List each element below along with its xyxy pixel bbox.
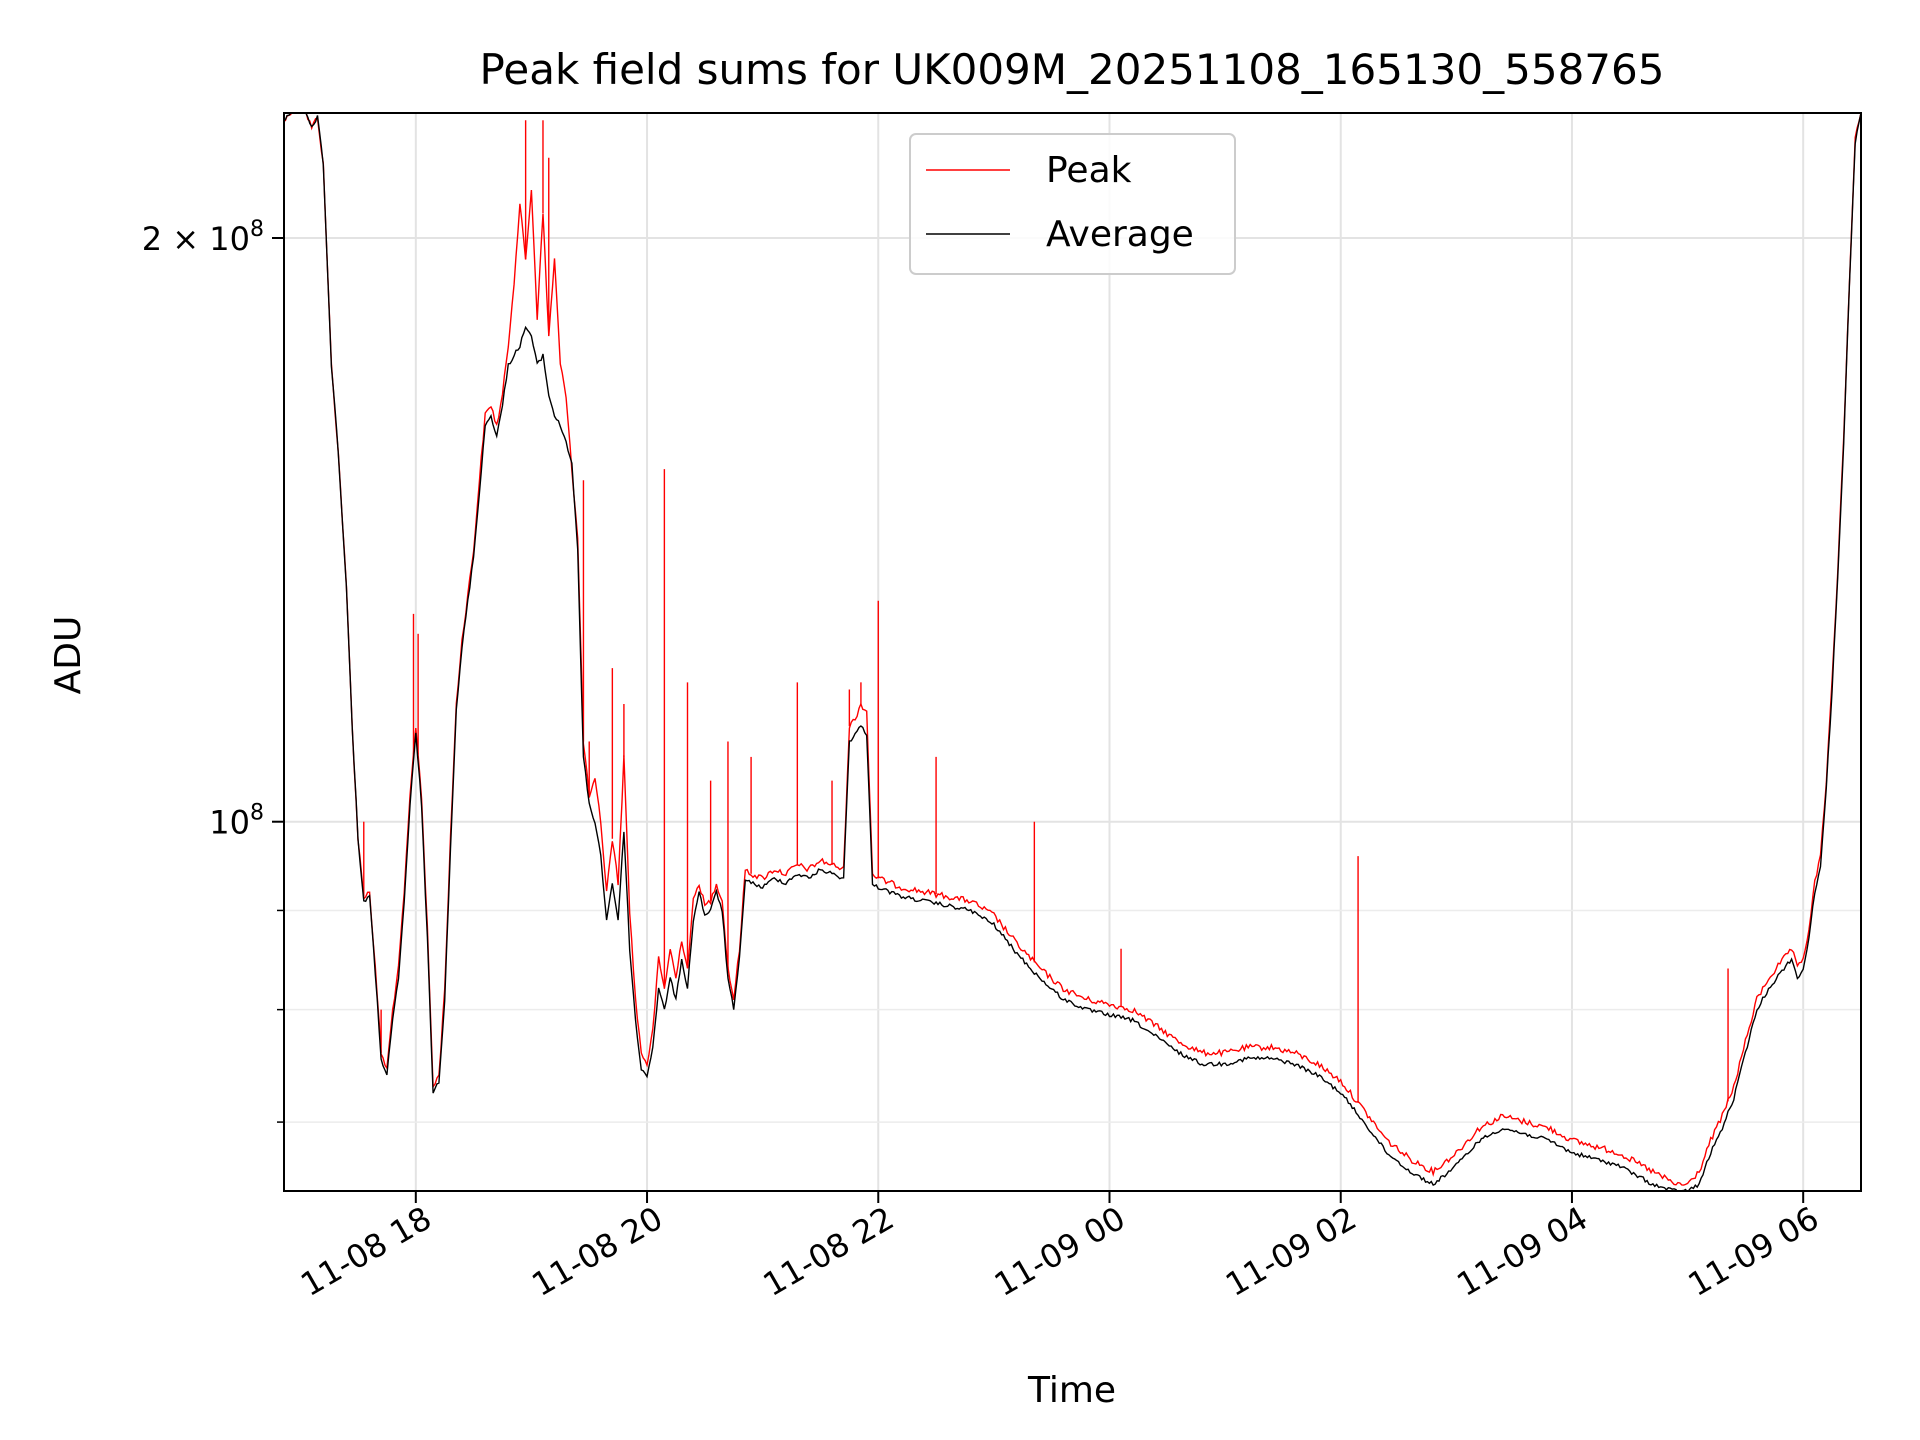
plot-frame bbox=[283, 112, 1862, 1192]
legend-average-label: Average bbox=[1046, 214, 1194, 255]
series-peak-line bbox=[284, 113, 1861, 1186]
x-axis-label: Time bbox=[1027, 1370, 1116, 1411]
y-axis-label: ADU bbox=[48, 616, 89, 695]
series-lines bbox=[284, 113, 1861, 1191]
legend: Peak Average bbox=[909, 133, 1236, 275]
chart-title: Peak field sums for UK009M_20251108_1651… bbox=[480, 45, 1665, 94]
legend-box bbox=[909, 133, 1236, 275]
legend-peak-label: Peak bbox=[1046, 150, 1132, 191]
y-tick-label: 2 × 108 bbox=[142, 217, 264, 258]
plot-area bbox=[284, 113, 1861, 1191]
series-average-line bbox=[284, 113, 1861, 1191]
